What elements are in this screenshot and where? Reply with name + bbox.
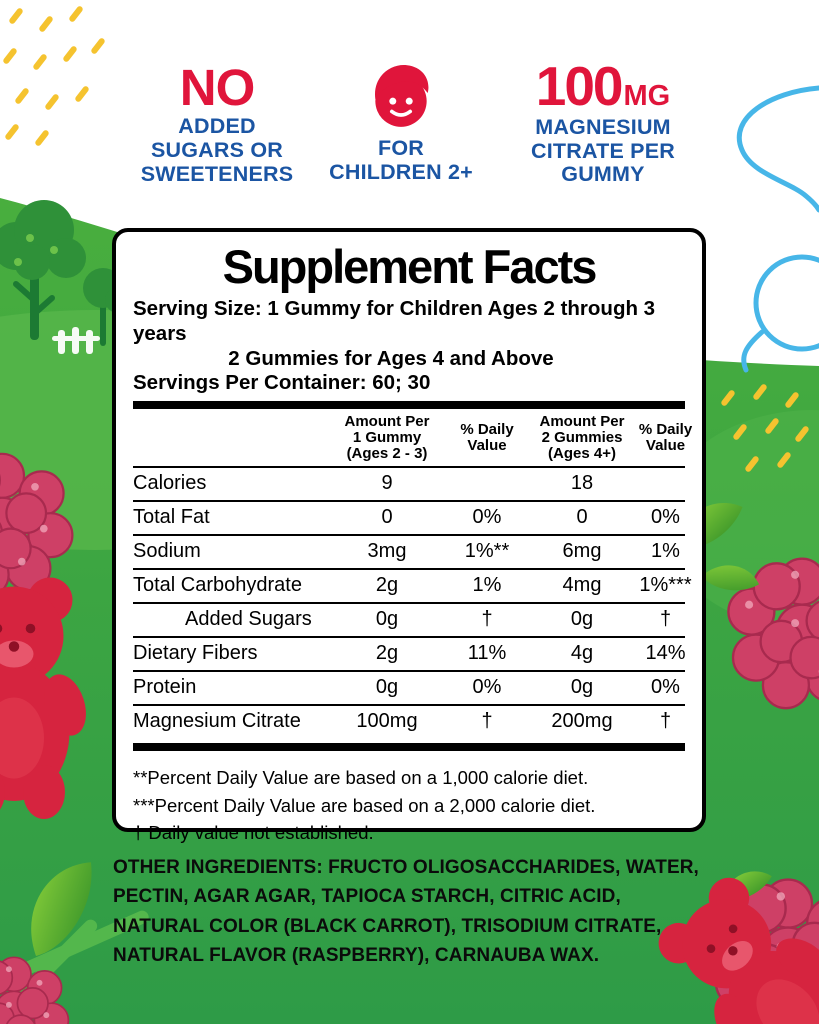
nutrient-name: Total Carbohydrate [133,574,302,597]
supplement-facts-panel: Supplement Facts Serving Size: 1 Gummy f… [112,228,706,843]
nutrient-name: Magnesium Citrate [133,710,301,733]
table-row: Magnesium Citrate 100mg † 200mg † [133,706,685,738]
badge-magnesium-dose: 100 MG MAGNESIUM CITRATE PER GUMMY [512,55,694,187]
footnotes: **Percent Daily Value are based on a 1,0… [133,764,685,847]
dv-2: † [659,710,672,733]
amount-2: 200mg [551,710,613,733]
nutrient-name: Protein [133,676,197,699]
nutrient-name: Added Sugars [185,608,312,631]
badge-no-word: NO [179,59,256,116]
dv-1: 0% [472,676,502,699]
servings-per-container: Servings Per Container: 60; 30 [133,371,431,395]
dv-1: 11% [467,642,507,665]
badge-for-children: FOR CHILDREN 2+ [326,56,476,184]
child-face-icon [362,56,440,134]
amount-2: 0g [570,608,594,631]
divider-bar-thick [133,742,685,751]
amount-1: 2g [375,574,399,597]
header-amount-1gummy: Amount Per 1 Gummy (Ages 2 - 3) [344,412,430,462]
dose-unit: MG [623,80,671,112]
footnote-1000-diet: **Percent Daily Value are based on a 1,0… [133,766,589,788]
dose-amount: 100 MG [512,55,694,117]
other-ingredients-label: OTHER INGREDIENTS: [113,857,323,878]
blue-circle-decoration [741,254,819,373]
dv-1: † [481,710,493,733]
serving-size-line2: 2 Gummies for Ages 4 and Above [228,346,554,370]
dose-number: 100 [535,55,624,117]
other-ingredients-text: FRUCTO OLIGOSACCHARIDES, WATER, PECTIN, … [113,857,699,967]
dv-2: 0% [651,676,680,699]
amount-2: 0g [570,676,594,699]
nutrient-name: Total Fat [133,506,210,529]
amount-2: 18 [570,472,594,495]
dv-1: † [481,608,493,631]
badge-children-text: FOR CHILDREN 2+ [329,136,473,184]
amount-2: 4mg [562,574,602,597]
amount-2: 4g [570,642,594,665]
table-row: Protein 0g 0% 0g 0% [133,672,685,706]
amount-2: 6mg [562,540,602,563]
amount-1: 3mg [367,540,407,563]
header-daily-value-2: % Daily Value [638,420,693,454]
amount-1: 0 [381,506,393,529]
dv-2: 1% [651,540,680,563]
header-amount-2gummies: Amount Per 2 Gummies (Ages 4+) [539,412,625,462]
table-row: Total Fat 0 0% 0 0% [133,502,685,536]
table-row: Added Sugars 0g † 0g † [133,604,685,638]
table-header-row: Amount Per 1 Gummy (Ages 2 - 3) % Daily … [133,409,692,468]
amount-1: 0g [375,608,399,631]
fence-illustration [52,327,100,354]
amount-1: 0g [375,676,399,699]
table-row: Total Carbohydrate 2g 1% 4mg 1%*** [133,570,692,604]
nutrient-name: Calories [133,472,207,495]
panel-title: Supplement Facts [222,240,598,293]
divider-bar-thick [133,400,685,409]
footnote-dagger: † Daily value not established. [133,822,374,844]
dv-1: 1% [472,574,502,597]
dv-2: 14% [645,642,686,665]
dv-1: 1%** [464,540,510,563]
dv-2: † [659,608,672,631]
badge-no-text: ADDED SUGARS OR SWEETENERS [140,114,294,186]
nutrient-name: Dietary Fibers [133,642,258,665]
yellow-dashes-decoration [2,5,106,147]
badge-no-added-sugars: NO ADDED SUGARS OR SWEETENERS [128,59,306,186]
dv-1: 0% [472,506,502,529]
badge-magnesium-text: MAGNESIUM CITRATE PER GUMMY [531,115,675,187]
blue-squiggle-decoration [736,85,819,213]
table-row: Dietary Fibers 2g 11% 4g 14% [133,638,686,672]
header-daily-value-1: % Daily Value [460,420,514,454]
amount-1: 100mg [356,710,418,733]
amount-1: 9 [381,472,393,495]
other-ingredients: OTHER INGREDIENTS: FRUCTO OLIGOSACCHARID… [113,853,705,971]
table-row: Calories 9 18 [133,468,685,502]
amount-2: 0 [576,506,588,529]
dv-2: 0% [651,506,680,529]
serving-size-line1: Serving Size: 1 Gummy for Children Ages … [133,297,656,345]
dv-2: 1%*** [639,574,692,597]
footnote-2000-diet: ***Percent Daily Value are based on a 2,… [133,794,596,816]
nutrient-name: Sodium [133,540,201,563]
table-row: Sodium 3mg 1%** 6mg 1% [133,536,685,570]
amount-1: 2g [375,642,399,665]
